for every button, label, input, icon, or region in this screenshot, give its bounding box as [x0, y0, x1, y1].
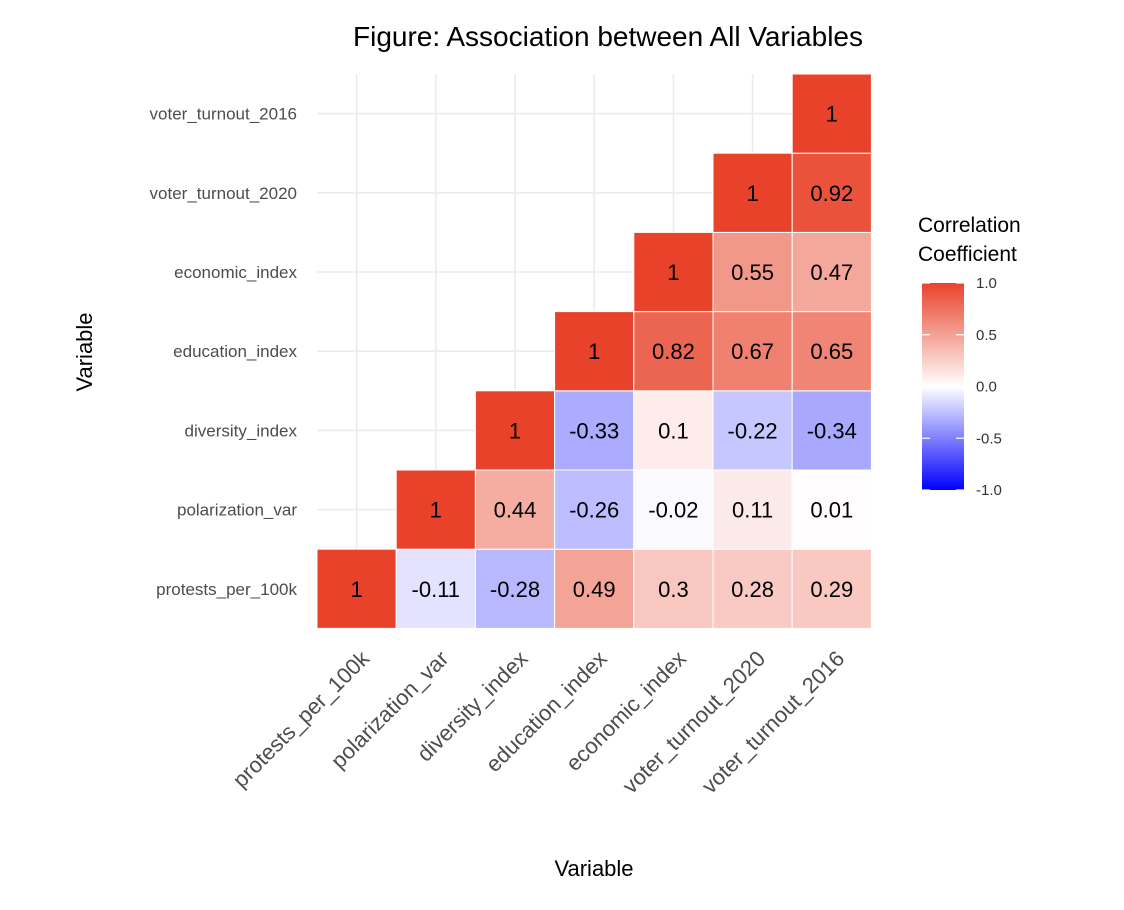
cell-value-label: 1: [826, 102, 838, 127]
chart-title: Figure: Association between All Variable…: [353, 21, 863, 52]
legend-ticks: 1.0 0.5 0.0 -0.5 -1.0: [922, 275, 1002, 499]
y-tick-label: economic_index: [174, 263, 297, 282]
y-axis-tick-labels: protests_per_100k polarization_var diversi…: [150, 105, 298, 599]
y-tick-label: diversity_index: [185, 421, 298, 440]
cell-value-label: 1: [430, 498, 442, 523]
legend-tick-label: 1.0: [976, 275, 997, 292]
heatmap-cell: [791, 152, 872, 233]
cell-value-label: 0.3: [658, 577, 689, 602]
x-tick-label: protests_per_100k: [228, 645, 375, 792]
heatmap-cell: [474, 548, 556, 629]
heatmap-cell: [633, 311, 714, 392]
y-tick-label: polarization_var: [177, 501, 297, 520]
cell-value-label: 1: [667, 260, 679, 285]
y-tick-label: voter_turnout_2016: [150, 105, 297, 124]
x-tick-label: voter_turnout_2020: [618, 646, 771, 799]
y-tick-label: education_index: [173, 342, 297, 361]
legend: Correlation Coefficient 1.0 0.5 0.0 -0.5 -1.…: [918, 214, 1021, 499]
heatmap-cell: [791, 390, 872, 471]
cell-value-label: 0.11: [732, 498, 773, 523]
heatmap-cell: [633, 231, 714, 313]
heatmap-cell: [791, 311, 872, 392]
heatmap-cell: [791, 231, 872, 313]
cell-value-label: 0.92: [810, 181, 853, 206]
cell-value-label: -0.26: [569, 498, 619, 523]
heatmap-cell: [712, 469, 793, 550]
cell-value-label: 0.65: [810, 339, 853, 364]
cell-value-label: 1: [746, 181, 758, 206]
cell-value-label: 0.1: [658, 418, 689, 443]
heatmap-cell: [474, 469, 556, 550]
legend-title-line-1: Correlation: [918, 214, 1021, 237]
cell-value-label: 0.44: [494, 498, 537, 523]
heatmap-cell: [791, 73, 872, 154]
cell-value-label: 0.55: [731, 260, 774, 285]
heatmap-cell: [633, 469, 714, 550]
cell-value-label: 0.01: [810, 498, 853, 523]
cell-labels: 1 -0.11 -0.28 0.49 0.3 0.28 0.29 1 0.44 -0.26 -0.0…: [350, 102, 856, 602]
cell-value-label: -0.02: [648, 498, 698, 523]
heatmap-cell: [712, 390, 793, 471]
heatmap-cells: [316, 73, 872, 629]
cell-value-label: -0.33: [569, 418, 619, 443]
legend-tick-label: 0.5: [976, 327, 997, 344]
cell-value-label: 0.47: [810, 260, 853, 285]
y-axis-title: Variable: [72, 312, 97, 391]
y-tick-label: voter_turnout_2020: [150, 184, 297, 203]
cell-value-label: -0.11: [412, 577, 461, 602]
cell-value-label: 1: [509, 418, 521, 443]
cell-value-label: -0.34: [807, 418, 857, 443]
heatmap-cell: [554, 469, 635, 550]
cell-value-label: 0.49: [573, 577, 616, 602]
heatmap-cell: [712, 152, 793, 233]
x-tick-label: voter_turnout_2016: [697, 646, 850, 799]
legend-tick-label: 0.0: [976, 379, 997, 396]
heatmap-cell: [554, 311, 635, 392]
heatmap-cell: [712, 231, 793, 313]
legend-tick-label: -1.0: [976, 482, 1002, 499]
x-axis-title: Variable: [554, 856, 633, 881]
cell-value-label: -0.28: [490, 577, 540, 602]
cell-value-label: 0.82: [652, 339, 695, 364]
cell-value-label: 0.28: [731, 577, 774, 602]
heatmap-cell: [791, 548, 872, 629]
heatmap-cell: [474, 390, 556, 471]
cell-value-label: -0.22: [728, 418, 778, 443]
heatmap-cell: [791, 469, 872, 550]
cell-value-label: 0.29: [810, 577, 853, 602]
legend-tick-label: -0.5: [976, 430, 1002, 447]
cell-value-label: 0.67: [731, 339, 774, 364]
legend-title-line-2: Coefficient: [918, 243, 1017, 266]
cell-value-label: 1: [350, 577, 362, 602]
x-axis-tick-labels: protests_per_100kpolarization_vardiversi…: [228, 645, 850, 798]
cell-value-label: 1: [588, 339, 600, 364]
heatmap-cell: [395, 469, 476, 550]
y-tick-label: protests_per_100k: [156, 580, 297, 599]
heatmap-cell: [712, 548, 793, 629]
heatmap-cell: [554, 390, 635, 471]
heatmap-cell: [633, 548, 714, 629]
heatmap-cell: [633, 390, 714, 471]
